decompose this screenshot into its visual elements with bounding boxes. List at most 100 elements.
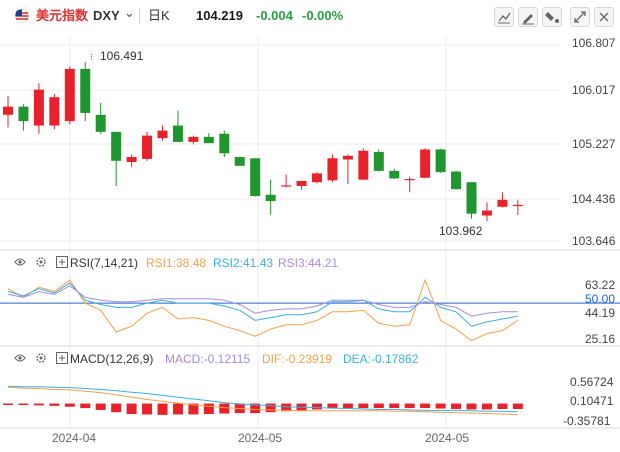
- rsi-tick-label: 44.19: [585, 306, 615, 320]
- fullscreen-icon[interactable]: [570, 7, 590, 27]
- candle: [497, 192, 508, 208]
- macd-histogram-bar: [80, 403, 91, 409]
- candle: [3, 95, 13, 128]
- macd-histogram-bar: [466, 403, 477, 410]
- candle: [481, 202, 492, 222]
- candle: [157, 125, 168, 141]
- candle-body: [172, 125, 183, 142]
- gear-icon[interactable]: [36, 257, 46, 267]
- draw-icon[interactable]: [518, 7, 538, 27]
- dif-value: DIF:-0.23919: [262, 352, 332, 366]
- settings-icon[interactable]: [594, 7, 614, 27]
- macd-histogram-bar: [188, 403, 199, 415]
- candle: [296, 180, 307, 190]
- price-change-pct: -0.00%: [302, 8, 344, 23]
- macd-title: MACD(12,26,9): [70, 352, 153, 366]
- macd-histogram-bar: [126, 403, 137, 414]
- ticker-dropdown-icon[interactable]: ⌄: [124, 5, 135, 20]
- candle-body: [342, 155, 353, 160]
- candle: [451, 170, 462, 190]
- candle-body: [373, 151, 384, 171]
- period-selector[interactable]: 日K: [148, 8, 170, 23]
- macd-histogram-bar: [203, 403, 214, 414]
- candle-body: [157, 130, 168, 139]
- candle-body: [95, 114, 106, 132]
- macd-histogram-bar: [420, 403, 431, 409]
- macd-histogram-bar: [342, 403, 353, 409]
- candle-body: [126, 157, 137, 163]
- expand-icon[interactable]: [56, 352, 68, 364]
- rsi-series-line: [7, 282, 518, 327]
- macd-histogram-bar: [95, 403, 106, 410]
- macd-histogram-bar: [512, 403, 523, 409]
- macd-histogram-bar: [3, 403, 13, 406]
- macd-histogram-bar: [111, 403, 122, 413]
- candle: [172, 110, 183, 142]
- price-change: -0.004: [256, 8, 293, 23]
- candle: [327, 154, 338, 183]
- high-annotation: 106.491: [100, 49, 144, 63]
- macd-histogram-bar: [312, 403, 322, 410]
- candle: [435, 148, 446, 173]
- time-tick-label: 2024-04: [52, 431, 96, 445]
- candle: [234, 157, 245, 166]
- candle-body: [420, 149, 431, 178]
- candle-body: [327, 158, 338, 181]
- candle-body: [435, 149, 446, 173]
- candle: [95, 102, 106, 134]
- indicator-icon[interactable]: [494, 7, 514, 27]
- candle: [512, 199, 523, 215]
- rsi-tick-label: 25.16: [585, 332, 615, 346]
- candle-body: [481, 210, 492, 216]
- macd-tick-label: 0.10471: [570, 394, 614, 408]
- candle-body: [466, 182, 477, 214]
- candle: [142, 131, 153, 161]
- fill-icon[interactable]: [542, 7, 562, 27]
- rsi-legend: RSI(7,14,21) RSI1:38.48 RSI2:41.43 RSI3:…: [14, 256, 338, 270]
- macd-histogram-bar: [265, 403, 276, 413]
- candle: [265, 179, 276, 215]
- macd-value: MACD:-0.12115: [165, 352, 250, 366]
- symbol-name[interactable]: 美元指数: [36, 8, 89, 23]
- macd-histogram-bar: [327, 403, 338, 409]
- last-price: 104.219: [196, 8, 243, 23]
- candle: [342, 154, 353, 185]
- eye-icon[interactable]: [14, 258, 26, 266]
- candle-body: [312, 173, 322, 183]
- price-y-axis: 106.807 106.017 105.227 104.436 103.646: [572, 36, 616, 248]
- macd-histogram-bar: [281, 403, 292, 412]
- rsi3-value: RSI3:44.21: [278, 256, 338, 270]
- header-divider: [139, 8, 140, 24]
- eye-icon[interactable]: [14, 354, 26, 362]
- candle: [111, 131, 122, 186]
- candle-body: [512, 204, 523, 207]
- candle: [126, 154, 137, 168]
- macd-y-axis: 0.56724 0.10471 -0.35781: [563, 375, 614, 428]
- candle: [203, 133, 214, 144]
- gear-icon[interactable]: [36, 353, 46, 363]
- candle-body: [49, 97, 60, 126]
- price-tick-label: 106.807: [572, 36, 616, 50]
- candle: [33, 83, 44, 134]
- macd-histogram-bar: [250, 403, 261, 414]
- macd-histogram-bar: [373, 403, 384, 409]
- us-flag-icon: [15, 9, 29, 23]
- chart-canvas[interactable]: 106.491 ⁝ 103.962 106.807 106.017 105.22…: [0, 30, 620, 452]
- rsi-title: RSI(7,14,21): [70, 256, 138, 270]
- macd-histogram-bar: [219, 403, 230, 414]
- ticker-symbol[interactable]: DXY: [93, 8, 120, 23]
- chart-header: 美元指数 DXY ⌄ 日K 104.219 -0.004 -0.00%: [0, 0, 620, 30]
- rsi2-value: RSI2:41.43: [213, 256, 273, 270]
- candle-body: [203, 136, 214, 144]
- rsi-panel: [0, 278, 620, 342]
- macd-histogram-bar: [389, 403, 400, 409]
- dea-line: [7, 385, 518, 413]
- macd-histogram-bar: [142, 403, 153, 415]
- candle: [373, 149, 384, 172]
- expand-icon[interactable]: [56, 256, 68, 268]
- candle-body: [111, 131, 122, 161]
- macd-histogram-bar: [435, 403, 446, 409]
- rsi-tick-label: 63.22: [585, 278, 615, 292]
- macd-histogram-bar: [49, 403, 60, 406]
- candle-body: [296, 180, 307, 186]
